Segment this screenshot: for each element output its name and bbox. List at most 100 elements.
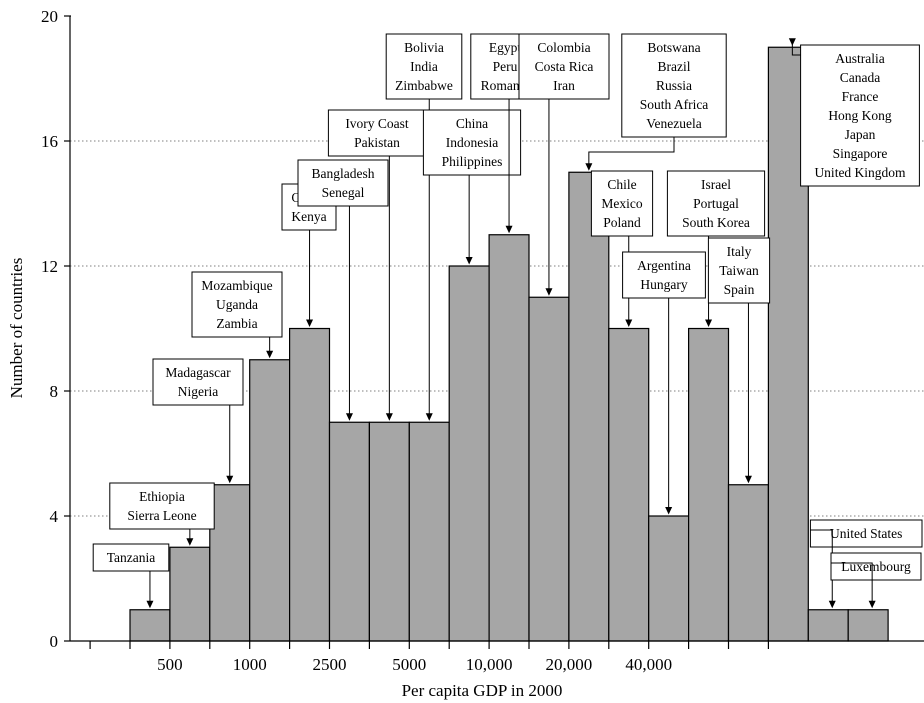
annotation-arrowhead [585, 163, 593, 171]
annotation-label: Mozambique [201, 278, 272, 293]
annotation-label: Zambia [216, 316, 257, 331]
annotation-label: Senegal [322, 185, 365, 200]
annotation-callout: Colombia Costa Rica Iran [518, 33, 610, 296]
annotation-label: Poland [603, 215, 641, 230]
x-tick-label: 5000 [392, 655, 426, 674]
histogram-bar [408, 421, 450, 642]
histogram-bar [169, 546, 211, 642]
annotation-arrowhead [345, 413, 353, 421]
annotation-callout: Bangladesh Senegal [297, 159, 389, 421]
histogram-bar [488, 234, 530, 642]
annotation-box [518, 33, 610, 100]
annotation-label: Luxembourg [841, 559, 911, 574]
annotation-box [92, 543, 170, 572]
bars [129, 46, 889, 642]
annotation-box [109, 482, 215, 530]
annotation-callout: Luxembourg [830, 552, 922, 609]
annotation-label: Spain [724, 282, 755, 297]
annotation-label: Indonesia [446, 135, 498, 150]
annotation-label: Singapore [833, 146, 888, 161]
annotation-box [152, 358, 244, 406]
histogram-bar [209, 484, 251, 642]
annotation-callout: United States [809, 519, 923, 609]
annotation-box [800, 44, 920, 187]
histogram-bar [568, 171, 610, 642]
annotation-label: Colombia [537, 40, 590, 55]
annotation-box [297, 159, 389, 207]
annotation-arrowhead [665, 507, 673, 515]
annotation-arrowhead [226, 475, 234, 484]
annotation-box [809, 519, 923, 548]
annotation-label: South Korea [682, 215, 750, 230]
annotation-label: Venezuela [646, 116, 701, 131]
annotation-connector [831, 562, 873, 602]
annotation-label: Ethiopia [139, 489, 185, 504]
histogram-bar [328, 421, 371, 642]
y-tick-labels: 0 4 8 12 16 20 [41, 7, 59, 651]
annotation-arrowhead [868, 600, 876, 609]
annotation-connector [588, 137, 675, 165]
annotation-label: Iran [553, 78, 575, 93]
annotation-box [622, 251, 706, 299]
annotation-callout: Australia Canada France Hong Kong Japan Singa… [788, 38, 920, 187]
annotation-callout: China Indonesia Philippines [422, 109, 522, 265]
x-tick-label: 10,000 [466, 655, 513, 674]
x-tick-labels: 500 1000 2500 5000 10,000 20,000 40,000 [157, 655, 672, 674]
annotation-arrowhead [744, 475, 752, 484]
annotation-label: Tanzania [107, 550, 156, 565]
annotation-label: Peru [493, 59, 518, 74]
annotation-callout: Argentina Hungary [622, 251, 706, 515]
annotation-label: Hungary [640, 277, 687, 292]
y-tick-label: 0 [50, 632, 59, 651]
annotation-label: Brazil [658, 59, 691, 74]
annotation-callout: Chile Mexico Poland [590, 170, 654, 327]
annotation-label: Nigeria [178, 384, 218, 399]
annotation-arrowhead [465, 257, 473, 265]
y-tick-label: 16 [41, 132, 58, 151]
annotation-callout: Ivory Coast Pakistan [327, 109, 427, 421]
annotation-arrowhead [306, 319, 314, 327]
annotation-label: Hong Kong [828, 108, 892, 123]
annotation-arrowhead [425, 413, 433, 421]
annotation-arrowhead [705, 319, 713, 327]
annotation-arrowhead [505, 225, 513, 234]
annotation-label: Kenya [291, 209, 326, 224]
x-tick-label: 20,000 [546, 655, 593, 674]
axes [64, 15, 924, 649]
annotation-label: Ivory Coast [345, 116, 409, 131]
y-tick-label: 8 [50, 382, 59, 401]
annotation-label: United Kingdom [814, 165, 906, 180]
annotation-label: China [456, 116, 488, 131]
histogram-bar [807, 609, 849, 642]
annotation-label: Italy [727, 244, 752, 259]
annotation-callout: Madagascar Nigeria [152, 358, 244, 484]
annotation-arrowhead [385, 413, 393, 421]
annotation-label: Uganda [216, 297, 258, 312]
y-axis-title: Number of countries [7, 258, 26, 399]
annotation-label: India [410, 59, 438, 74]
annotation-label: Romania [481, 78, 530, 93]
histogram-bar [528, 296, 570, 642]
histogram-bar [687, 327, 730, 642]
annotation-label: Russia [656, 78, 692, 93]
annotation-box [385, 33, 463, 100]
x-tick-label: 40,000 [625, 655, 672, 674]
annotation-label: Canada [840, 70, 880, 85]
annotation-label: Australia [835, 51, 885, 66]
annotation-label: Zimbabwe [395, 78, 453, 93]
annotation-label: Argentina [637, 258, 691, 273]
annotation-box [422, 109, 522, 176]
annotation-arrowhead [266, 350, 274, 359]
histogram-bar [847, 609, 889, 642]
x-tick-label: 1000 [233, 655, 267, 674]
histogram-bar [608, 327, 650, 642]
annotation-arrowhead [545, 288, 553, 296]
x-tick-label: 2500 [313, 655, 347, 674]
annotation-box [830, 552, 922, 581]
annotation-callout: Ethiopia Sierra Leone [109, 482, 215, 546]
annotation-label: Israel [701, 177, 731, 192]
annotation-box [707, 237, 771, 304]
annotation-label: Costa Rica [535, 59, 594, 74]
annotation-label: Sierra Leone [127, 508, 196, 523]
